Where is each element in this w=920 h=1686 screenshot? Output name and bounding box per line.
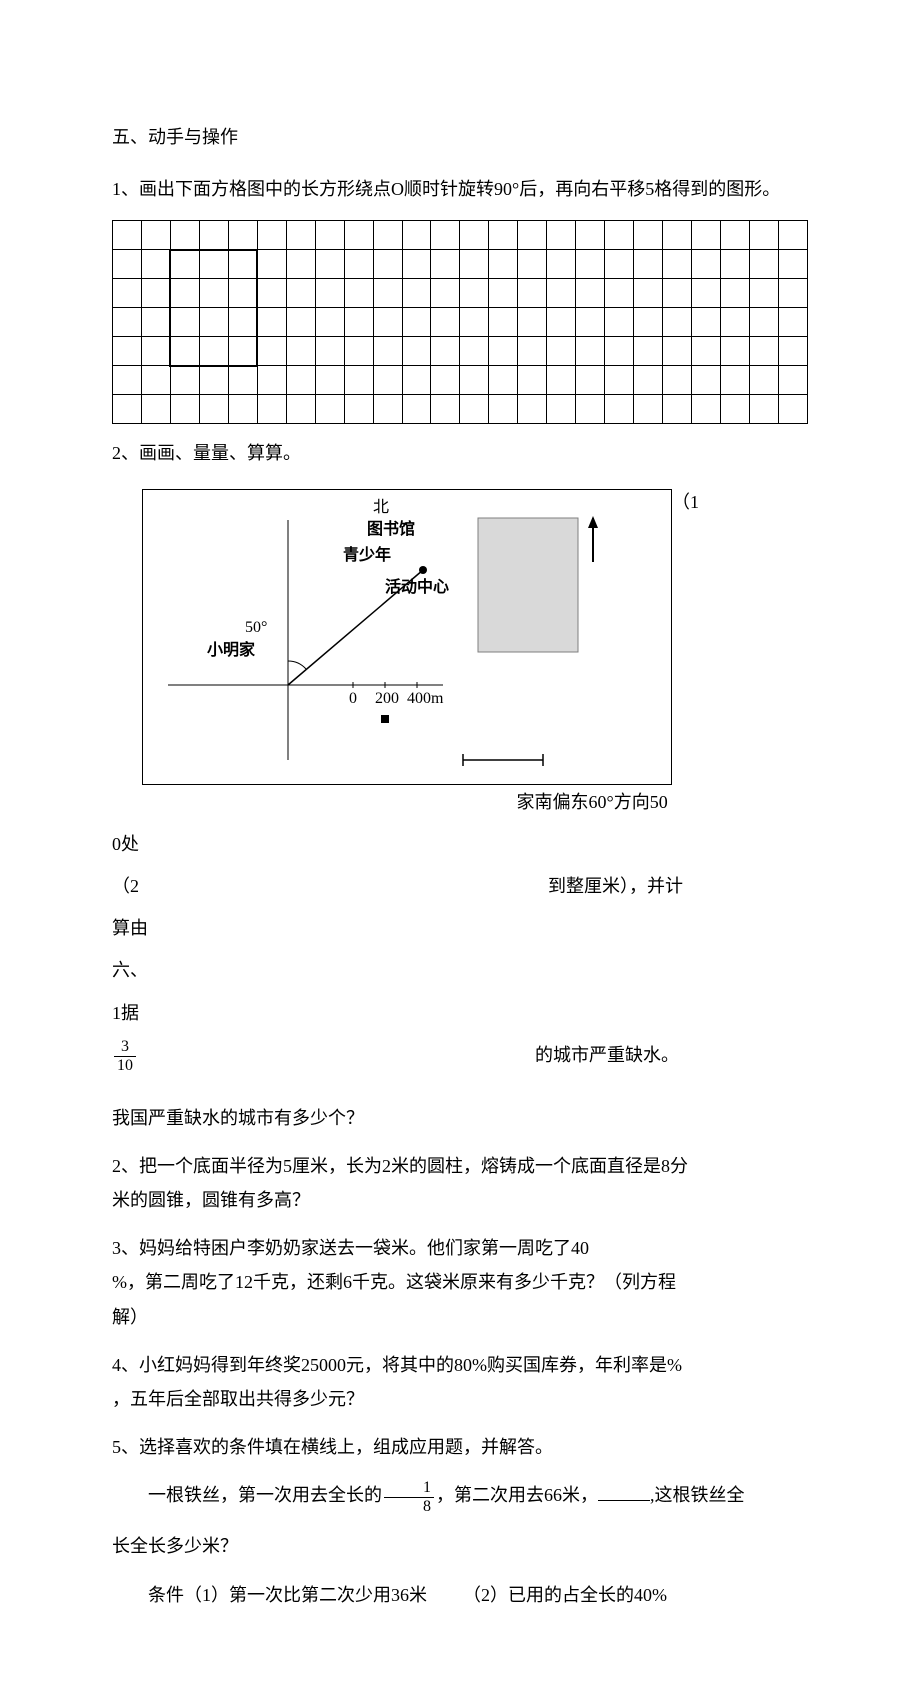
- after-q5-line: 一根铁丝，第一次用去全长的 1 8 ，第二次用去66米， ,这根铁丝全: [112, 1478, 808, 1515]
- q5-line-b: ，第二次用去66米，: [436, 1485, 598, 1505]
- q1-text: 1、画出下面方格图中的长方形绕点O顺时针旋转90°后，再向右平移5格得到的图形。: [112, 172, 808, 206]
- after-q5: 5、选择喜欢的条件填在横线上，组成应用题，并解答。: [112, 1430, 808, 1464]
- after-q5-tail: 长全长多少米？: [112, 1529, 808, 1563]
- q5-line-c: ,这根铁丝全: [650, 1485, 745, 1505]
- q5-line-a: 一根铁丝，第一次用去全长的: [148, 1485, 382, 1505]
- grid-table: [112, 220, 808, 424]
- bg-line-4: 算由: [112, 911, 808, 945]
- frac-1-8-den: 8: [384, 1498, 434, 1516]
- after-q2b: 米的圆锥，圆锥有多高？: [112, 1190, 310, 1210]
- frac-1-8: 1 8: [382, 1479, 436, 1515]
- bg-line-5: 六、: [112, 953, 808, 987]
- grid-figure: [112, 220, 808, 424]
- bg-line-6: 1据: [112, 996, 808, 1030]
- after-q4b: ，五年后全部取出共得多少元？: [112, 1389, 364, 1409]
- section-5-heading: 五、动手与操作: [112, 120, 808, 154]
- q2-text: 2、画画、量量、算算。: [112, 436, 808, 470]
- blank-fill: [598, 1483, 650, 1501]
- after-p1: 我国严重缺水的城市有多少个？: [112, 1101, 808, 1135]
- bg-l1-b: 家南偏东60°方向50: [517, 792, 668, 812]
- bg-line-2: 0处: [112, 827, 808, 861]
- after-q4: 4、小红妈妈得到年终奖25000元，将其中的80%购买国库券，年利率是% ，五年…: [112, 1348, 808, 1416]
- bg-line-1: （1 家南偏东60°方向50: [112, 485, 808, 819]
- bg-l3-b: 到整厘米），并计: [548, 876, 683, 896]
- after-q2a: 2、把一个底面半径为5厘米，长为2米的圆柱，熔铸成一个底面直径是8分: [112, 1156, 688, 1176]
- bg-line-7: 3 10 的城市严重缺水。: [112, 1038, 808, 1075]
- after-q4a: 4、小红妈妈得到年终奖25000元，将其中的80%购买国库券，年利率是%: [112, 1355, 682, 1375]
- frac-1-8-num: 1: [384, 1479, 434, 1498]
- after-q3a: 3、妈妈给特困户李奶奶家送去一袋米。他们家第一周吃了40: [112, 1238, 589, 1258]
- after-q3: 3、妈妈给特困户李奶奶家送去一袋米。他们家第一周吃了40 %，第二周吃了12千克…: [112, 1231, 808, 1334]
- bg-l1-a: （1: [672, 492, 699, 512]
- after-q5-cond: 条件（1）第一次比第二次少用36米 （2）已用的占全长的40%: [112, 1578, 808, 1612]
- after-q3c: 解）: [112, 1307, 148, 1327]
- bg-line-3: （2 到整厘米），并计: [112, 869, 808, 903]
- after-q3b: %，第二周吃了12千克，还剩6千克。这袋米原来有多少千克？（列方程: [112, 1272, 676, 1292]
- after-q2: 2、把一个底面半径为5厘米，长为2米的圆柱，熔铸成一个底面直径是8分 米的圆锥，…: [112, 1149, 808, 1217]
- bg-l7-b: 的城市严重缺水。: [535, 1045, 679, 1065]
- frac-3-10: 3 10: [112, 1038, 138, 1074]
- frac-3-10-num: 3: [114, 1038, 136, 1057]
- frac-3-10-den: 10: [114, 1057, 136, 1075]
- bg-l3-a: （2: [112, 876, 139, 896]
